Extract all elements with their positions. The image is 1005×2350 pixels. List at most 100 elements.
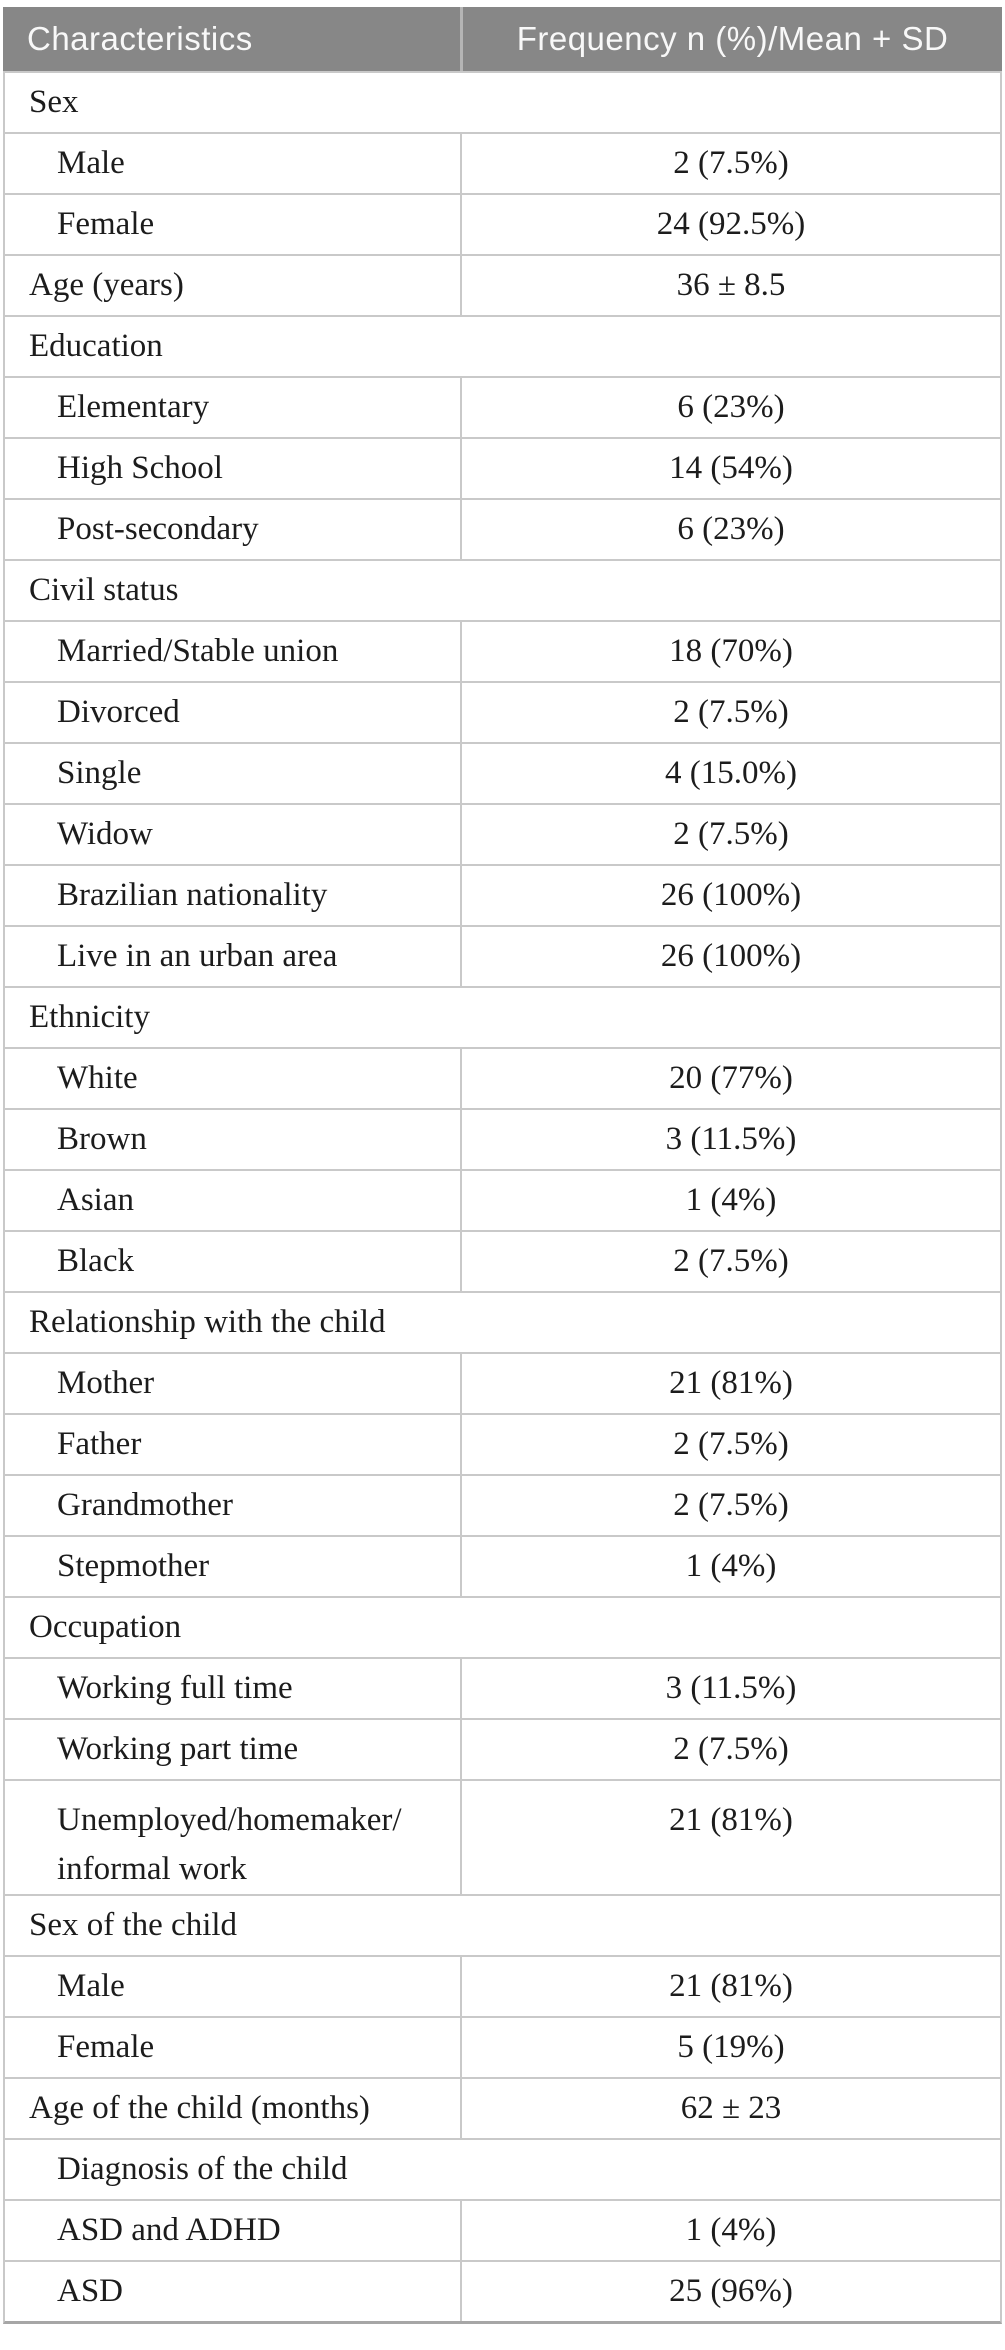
row-label: Elementary [5, 378, 462, 437]
table-row: Mother 21 (81%) [5, 1352, 1000, 1413]
table-row: Female 5 (19%) [5, 2016, 1000, 2077]
table-row: Working part time 2 (7.5%) [5, 1718, 1000, 1779]
table-row: High School 14 (54%) [5, 437, 1000, 498]
table-row: Unemployed/homemaker/informal work 21 (81… [5, 1779, 1000, 1894]
row-value: 21 (81%) [669, 1365, 793, 1401]
row-label: Relationship with the child [29, 1304, 386, 1340]
row-value: 3 (11.5%) [665, 1121, 797, 1157]
table-row: Stepmother 1 (4%) [5, 1535, 1000, 1596]
table-row: Single 4 (15.0%) [5, 742, 1000, 803]
table-row: Father 2 (7.5%) [5, 1413, 1000, 1474]
row-label: ASD and ADHD [5, 2201, 462, 2260]
table-row: Age (years) 36 ± 8.5 [5, 254, 1000, 315]
table-row: Live in an urban area 26 (100%) [5, 925, 1000, 986]
table-row: ASD 25 (96%) [5, 2260, 1000, 2321]
row-value: 4 (15.0%) [665, 755, 797, 791]
row-label: Age of the child (months) [5, 2079, 462, 2138]
row-value: 1 (4%) [685, 1182, 777, 1218]
row-label: Black [5, 1232, 462, 1291]
row-label: Diagnosis of the child [57, 2151, 348, 2187]
header-cell-characteristics: Characteristics [27, 20, 253, 57]
table-row: Widow 2 (7.5%) [5, 803, 1000, 864]
row-value: 1 (4%) [685, 2212, 777, 2248]
row-label: Sex [29, 84, 79, 120]
table-row: White 20 (77%) [5, 1047, 1000, 1108]
row-value: 6 (23%) [677, 511, 785, 547]
row-value: 2 (7.5%) [673, 1243, 789, 1279]
row-label: Ethnicity [29, 999, 150, 1035]
row-label-line: Unemployed/homemaker/ [57, 1802, 402, 1838]
row-label: Working full time [5, 1659, 462, 1718]
row-value: 6 (23%) [677, 389, 785, 425]
table-row: Age of the child (months) 62 ± 23 [5, 2077, 1000, 2138]
row-value: 20 (77%) [669, 1060, 793, 1096]
row-label: Education [29, 328, 163, 364]
row-label: Unemployed/homemaker/informal work [5, 1781, 462, 1894]
row-value: 2 (7.5%) [673, 145, 789, 181]
table-row: Brown 3 (11.5%) [5, 1108, 1000, 1169]
row-value: 1 (4%) [685, 1548, 777, 1584]
table-row: Female 24 (92.5%) [5, 193, 1000, 254]
row-label-line: informal work [57, 1851, 247, 1887]
row-value: 21 (81%) [669, 1802, 793, 1838]
table-row: Male 2 (7.5%) [5, 132, 1000, 193]
table-row: Ethnicity [5, 986, 1000, 1047]
row-value: 21 (81%) [669, 1968, 793, 2004]
table-body: Sex Male 2 (7.5%) Female 24 (92.5%) Age (year… [3, 71, 1002, 2324]
row-label: Divorced [5, 683, 462, 742]
row-label: Widow [5, 805, 462, 864]
table-row: Male 21 (81%) [5, 1955, 1000, 2016]
table-row: Sex of the child [5, 1894, 1000, 1955]
row-label: Working part time [5, 1720, 462, 1779]
characteristics-table: Characteristics Frequency n (%)/Mean + S… [3, 7, 1002, 2324]
row-value: 25 (96%) [669, 2273, 793, 2309]
row-value: 24 (92.5%) [656, 206, 806, 242]
table-row: ASD and ADHD 1 (4%) [5, 2199, 1000, 2260]
row-value: 62 ± 23 [680, 2090, 782, 2126]
row-label: Male [5, 1957, 462, 2016]
row-label: Brown [5, 1110, 462, 1169]
table-row: Grandmother 2 (7.5%) [5, 1474, 1000, 1535]
row-label: Occupation [29, 1609, 182, 1645]
row-label: ASD [5, 2262, 462, 2321]
row-label: Post-secondary [5, 500, 462, 559]
row-label: High School [5, 439, 462, 498]
row-label: Single [5, 744, 462, 803]
row-label: Male [5, 134, 462, 193]
row-label: Stepmother [5, 1537, 462, 1596]
header-cell-frequency: Frequency n (%)/Mean + SD [516, 20, 949, 57]
row-value: 26 (100%) [660, 938, 802, 974]
table-row: Sex [5, 71, 1000, 132]
row-label: Live in an urban area [5, 927, 462, 986]
row-label: Sex of the child [29, 1907, 238, 1943]
row-label: Age (years) [5, 256, 462, 315]
row-label: Grandmother [5, 1476, 462, 1535]
table-row: Occupation [5, 1596, 1000, 1657]
row-label: White [5, 1049, 462, 1108]
row-value: 14 (54%) [669, 450, 793, 486]
table-row: Married/Stable union 18 (70%) [5, 620, 1000, 681]
row-value: 3 (11.5%) [665, 1670, 797, 1706]
row-value: 2 (7.5%) [673, 1731, 789, 1767]
row-value: 26 (100%) [660, 877, 802, 913]
row-value: 5 (19%) [677, 2029, 785, 2065]
header-column-divider [460, 7, 463, 71]
row-label: Father [5, 1415, 462, 1474]
row-value: 18 (70%) [669, 633, 793, 669]
row-label: Mother [5, 1354, 462, 1413]
table-row: Post-secondary 6 (23%) [5, 498, 1000, 559]
table-row: Working full time 3 (11.5%) [5, 1657, 1000, 1718]
row-value: 2 (7.5%) [673, 816, 789, 852]
row-value: 2 (7.5%) [673, 694, 789, 730]
row-label: Asian [5, 1171, 462, 1230]
table-row: Divorced 2 (7.5%) [5, 681, 1000, 742]
table-row: Elementary 6 (23%) [5, 376, 1000, 437]
row-value: 2 (7.5%) [673, 1426, 789, 1462]
table-row: Civil status [5, 559, 1000, 620]
row-value: 2 (7.5%) [673, 1487, 789, 1523]
table-row: Black 2 (7.5%) [5, 1230, 1000, 1291]
table-row: Diagnosis of the child [5, 2138, 1000, 2199]
table-row: Education [5, 315, 1000, 376]
row-label: Civil status [29, 572, 179, 608]
table-row: Relationship with the child [5, 1291, 1000, 1352]
